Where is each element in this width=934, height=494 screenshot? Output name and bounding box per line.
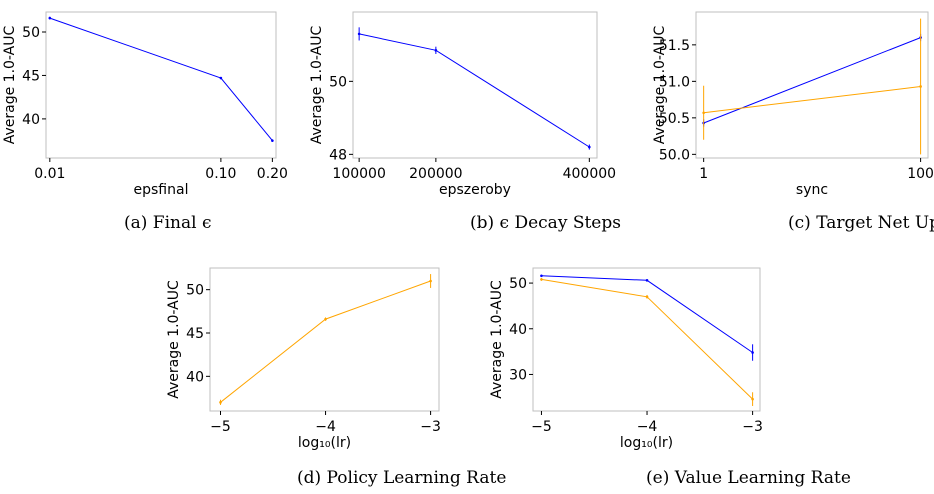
data-point bbox=[219, 401, 222, 404]
x-axis-label: epszeroby bbox=[439, 182, 511, 198]
y-tick-label: 40 bbox=[509, 322, 527, 338]
series-line bbox=[49, 17, 273, 141]
data-point bbox=[357, 32, 361, 36]
chart-caption: (a) Final ϵ bbox=[124, 213, 211, 233]
series-blue bbox=[357, 27, 591, 150]
series-line bbox=[358, 33, 590, 148]
x-tick-label: 0.01 bbox=[34, 166, 65, 182]
x-tick-label: 100 bbox=[907, 166, 934, 182]
y-axis-label: Average 1.0-AUC bbox=[166, 280, 182, 399]
x-tick-label: −4 bbox=[315, 419, 336, 435]
chart-a: 40 45 50 0.01 0.10 0.20 epsfinal Average 1.0-AU… bbox=[2, 11, 288, 233]
data-point bbox=[751, 397, 754, 401]
x-tick-label: 100000 bbox=[332, 166, 385, 182]
plot-frame bbox=[532, 267, 761, 412]
y-tick-label: 45 bbox=[22, 68, 40, 84]
x-tick-label: −5 bbox=[531, 419, 552, 435]
x-tick-label: 200000 bbox=[409, 166, 462, 182]
series-line bbox=[703, 86, 921, 114]
y-tick-label: 30 bbox=[509, 367, 527, 383]
data-point bbox=[271, 139, 274, 142]
chart-e: 30 40 50 −5 −4 −3 log₁₀(lr) Average 1.0-AUC (e) … bbox=[489, 267, 851, 488]
data-point bbox=[48, 16, 52, 20]
x-tick-label: 1 bbox=[699, 166, 708, 182]
y-axis-label: Average 1.0-AUC bbox=[2, 26, 18, 145]
data-point bbox=[702, 111, 705, 115]
chart-caption: (c) Target Net Update Period bbox=[788, 213, 934, 233]
y-tick-label: 50.5 bbox=[659, 111, 690, 127]
y-tick-label: 45 bbox=[186, 326, 204, 342]
plot-frame bbox=[352, 11, 598, 159]
x-tick-label: 0.10 bbox=[205, 166, 236, 182]
data-point bbox=[645, 295, 649, 299]
y-tick-label: 48 bbox=[329, 147, 347, 163]
x-tick-label: −4 bbox=[637, 419, 658, 435]
data-point bbox=[919, 85, 922, 88]
x-axis-label: epsfinal bbox=[134, 182, 189, 198]
chart-b: 48 50 100000 200000 400000 epszeroby Average 1… bbox=[309, 11, 621, 233]
y-tick-label: 40 bbox=[22, 112, 40, 128]
y-axis-label: Average 1.0-AUC bbox=[309, 26, 325, 145]
chart-caption: (d) Policy Learning Rate bbox=[297, 468, 506, 488]
data-point bbox=[588, 145, 591, 149]
y-tick-label: 50 bbox=[329, 74, 347, 90]
y-tick-label: 51.0 bbox=[659, 74, 690, 90]
series-blue bbox=[702, 33, 922, 127]
chart-caption: (b) ϵ Decay Steps bbox=[470, 213, 621, 233]
y-tick-label: 40 bbox=[186, 369, 204, 385]
x-tick-label: −3 bbox=[420, 419, 441, 435]
y-axis-label: Average 1.0-AUC bbox=[489, 280, 505, 399]
data-point bbox=[751, 351, 754, 354]
x-tick-label: 0.20 bbox=[257, 166, 288, 182]
x-axis-label: log₁₀(lr) bbox=[620, 435, 673, 451]
plot-frame bbox=[209, 267, 440, 412]
data-point bbox=[324, 317, 327, 321]
chart-d: 40 45 50 −5 −4 −3 log₁₀(lr) Average 1.0-AUC (d) … bbox=[166, 267, 506, 488]
plot-frame bbox=[45, 11, 277, 159]
series-blue bbox=[540, 274, 754, 361]
y-tick-label: 50 bbox=[186, 283, 204, 299]
series-line bbox=[220, 280, 431, 403]
x-axis-label: log₁₀(lr) bbox=[298, 435, 351, 451]
data-point bbox=[434, 49, 438, 52]
y-tick-label: 50 bbox=[22, 25, 40, 41]
x-tick-label: −5 bbox=[210, 419, 231, 435]
chart-c: 50.0 50.5 51.0 51.5 1 100 sync Average 1.0-AUC (… bbox=[652, 11, 934, 233]
series-blue bbox=[48, 16, 274, 142]
y-tick-label: 50 bbox=[509, 276, 527, 292]
series-line bbox=[703, 37, 921, 124]
x-axis-label: sync bbox=[796, 182, 828, 198]
series-orange bbox=[540, 278, 754, 406]
x-tick-label: −3 bbox=[742, 419, 763, 435]
data-point bbox=[219, 76, 223, 80]
data-point bbox=[540, 274, 543, 278]
data-point bbox=[540, 278, 543, 281]
chart-caption: (e) Value Learning Rate bbox=[646, 468, 851, 488]
series-line bbox=[541, 275, 753, 353]
data-point bbox=[645, 279, 649, 282]
series-orange bbox=[702, 18, 922, 155]
x-tick-label: 400000 bbox=[563, 166, 616, 182]
y-axis-label: Average 1.0-AUC bbox=[652, 26, 668, 145]
y-tick-label: 51.5 bbox=[659, 38, 690, 54]
data-point bbox=[429, 279, 432, 283]
y-tick-label: 50.0 bbox=[659, 147, 690, 163]
plot-frame bbox=[695, 11, 929, 159]
series-orange bbox=[219, 274, 432, 405]
